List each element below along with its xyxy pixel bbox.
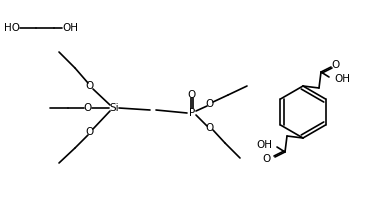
Text: O: O	[188, 90, 196, 100]
Text: Si: Si	[109, 103, 119, 113]
Text: OH: OH	[256, 140, 272, 150]
Text: O: O	[331, 60, 339, 70]
Text: O: O	[263, 154, 271, 164]
Text: OH: OH	[62, 23, 78, 33]
Text: P: P	[189, 108, 195, 118]
Text: O: O	[206, 99, 214, 109]
Text: HO: HO	[4, 23, 20, 33]
Text: O: O	[206, 123, 214, 133]
Text: OH: OH	[334, 74, 350, 84]
Text: O: O	[86, 81, 94, 91]
Text: O: O	[84, 103, 92, 113]
Text: O: O	[86, 127, 94, 137]
